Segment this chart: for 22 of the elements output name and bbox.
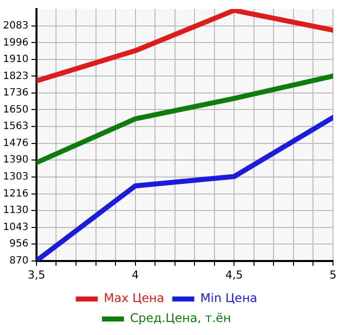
y-tick-label: 1476 (2, 138, 28, 150)
y-tick-label: 1736 (2, 88, 28, 99)
y-tick-label: 1130 (2, 205, 28, 216)
y-tick-label: 1216 (2, 188, 28, 200)
y-tick-label: 1823 (2, 70, 28, 82)
y-tick-label: 956 (9, 238, 28, 250)
y-tick-label: 1996 (2, 37, 28, 48)
x-tick-label: 3,5 (28, 268, 46, 282)
legend-label: Сред.Цена, т.ён (130, 311, 232, 326)
y-tick-label: 1390 (2, 154, 28, 166)
y-tick-label: 1563 (2, 121, 28, 132)
y-tick-label: 1910 (2, 54, 28, 65)
legend-label: Min Цена (200, 291, 258, 306)
y-tick-label: 1303 (2, 172, 28, 183)
x-tick-label: 4,5 (225, 268, 243, 282)
legend-label: Max Цена (104, 291, 164, 306)
y-tick-label: 2083 (2, 20, 28, 32)
y-tick-label: 1650 (2, 104, 28, 116)
y-tick-label: 1043 (2, 222, 28, 233)
x-tick-label: 5 (330, 268, 336, 282)
x-tick-label: 4 (132, 268, 139, 282)
y-tick-label: 870 (9, 255, 28, 266)
